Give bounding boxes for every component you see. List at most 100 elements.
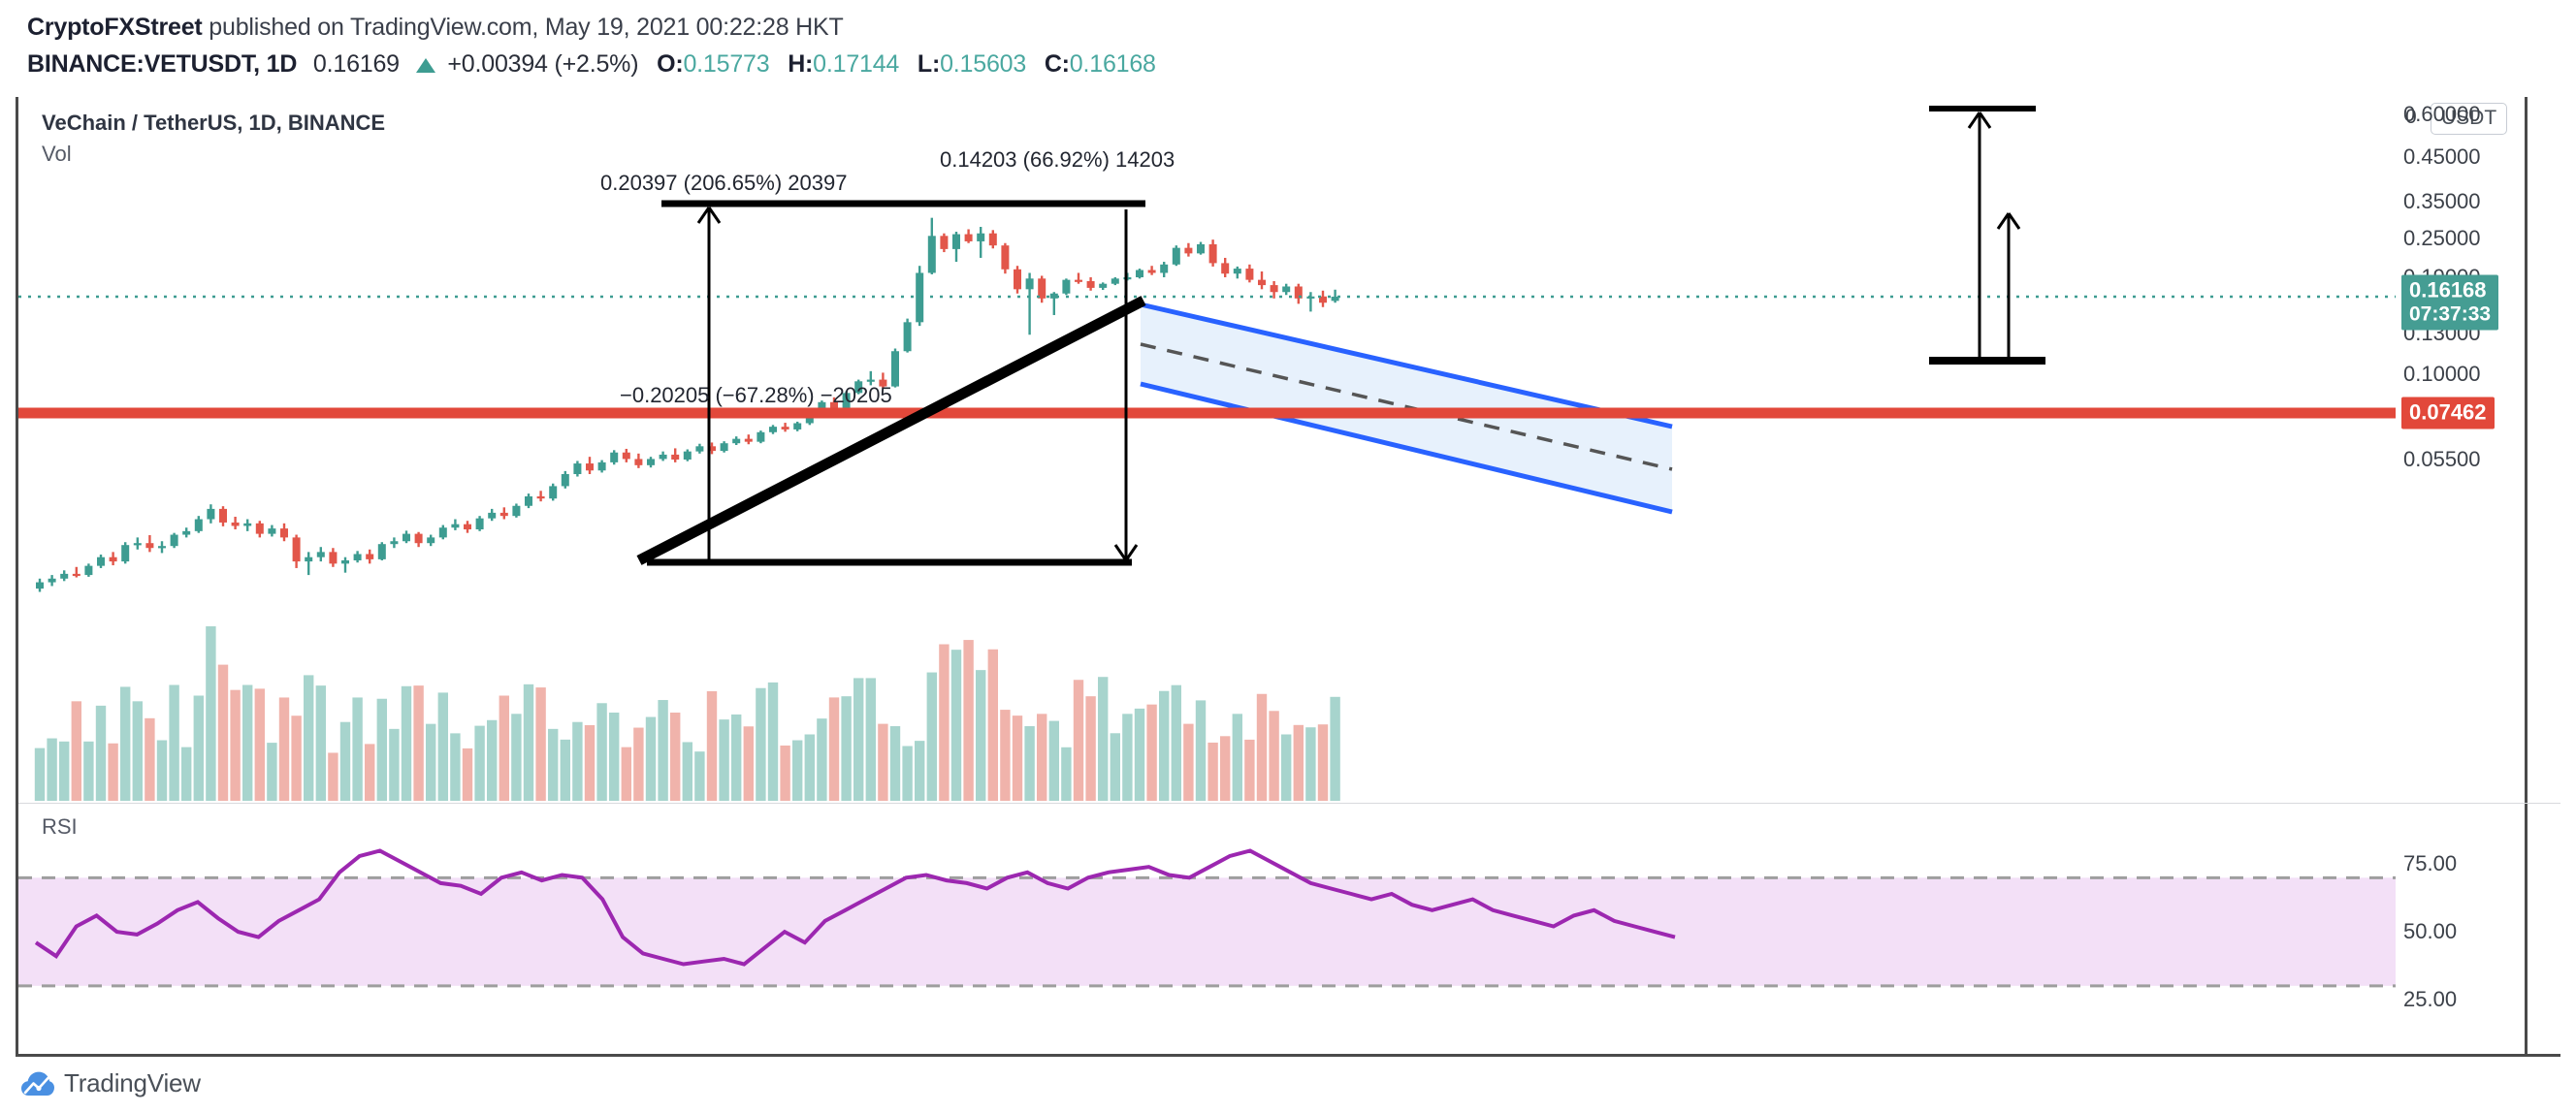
- candle-body: [402, 533, 410, 542]
- candle-body: [72, 573, 80, 577]
- volume-bar: [878, 723, 888, 801]
- candle-body: [1258, 279, 1266, 286]
- candle-body: [952, 234, 960, 249]
- volume-bar: [535, 687, 546, 801]
- volume-bar: [670, 712, 681, 801]
- volume-bar: [304, 675, 314, 801]
- volume-bar: [792, 740, 803, 801]
- candle-body: [231, 522, 240, 526]
- candle-body: [499, 512, 508, 517]
- chart-footer: TradingView: [0, 1063, 2576, 1113]
- symbol-label[interactable]: BINANCE:VETUSDT, 1D: [27, 50, 298, 78]
- volume-bar: [83, 741, 94, 801]
- volume-bar: [267, 743, 277, 801]
- candle-body: [1208, 243, 1217, 264]
- candle-body: [427, 537, 435, 544]
- candle-body: [695, 446, 704, 452]
- volume-bar: [71, 701, 81, 801]
- volume-bar: [426, 723, 436, 801]
- candle-body: [329, 552, 338, 564]
- candle-body: [940, 236, 949, 249]
- chart-plot-area[interactable]: VeChain / TetherUS, 1D, BINANCE Vol RSI …: [16, 97, 2396, 1057]
- candle-body: [1160, 264, 1169, 273]
- target-arrow-short: [1929, 106, 2045, 365]
- volume-bar: [902, 746, 913, 801]
- volume-bar: [915, 741, 925, 801]
- tradingview-cloud-icon: [21, 1071, 54, 1096]
- volume-bar: [193, 695, 204, 801]
- candle-body: [525, 495, 532, 506]
- tradingview-brand[interactable]: TradingView: [21, 1068, 201, 1098]
- volume-bar: [828, 697, 840, 801]
- open-value: 0.15773: [683, 50, 770, 78]
- candle-body: [964, 234, 973, 241]
- candle-body: [586, 463, 594, 471]
- candle-body: [60, 573, 69, 579]
- volume-bar: [633, 727, 644, 801]
- volume-bar: [278, 697, 290, 801]
- current-price-badge[interactable]: 0.16168 07:37:33: [2401, 274, 2499, 331]
- volume-bar: [413, 685, 424, 801]
- low-value: 0.15603: [940, 50, 1027, 78]
- price-axis-unit: USDT: [2431, 103, 2508, 135]
- candle-body: [830, 401, 838, 408]
- candle-body: [659, 454, 667, 460]
- volume-bar: [1171, 684, 1181, 801]
- candle-body: [1197, 243, 1205, 254]
- candle-body: [1062, 279, 1071, 294]
- candle-body: [793, 423, 802, 429]
- volume-bar: [389, 728, 400, 801]
- candle-body: [1001, 245, 1010, 270]
- candle-body: [720, 443, 728, 452]
- volume-bar: [976, 670, 986, 801]
- volume-bar: [950, 650, 962, 801]
- candle-body: [36, 582, 44, 589]
- candle-body: [1147, 270, 1156, 273]
- up-triangle-icon: [415, 58, 435, 73]
- volume-bar: [376, 698, 387, 801]
- candle-body: [219, 508, 227, 523]
- volume-bar: [1122, 714, 1133, 801]
- volume-bar: [450, 733, 461, 801]
- volume-bar: [1073, 680, 1084, 801]
- candle-body: [512, 505, 521, 517]
- volume-bar: [584, 724, 596, 801]
- candle-body: [280, 528, 288, 538]
- candle-body: [879, 379, 887, 387]
- volume-bar: [474, 725, 485, 801]
- candle-body: [305, 556, 313, 562]
- current-price-value: 0.16168: [2409, 277, 2487, 302]
- candle-body: [1025, 278, 1034, 290]
- volume-bar: [108, 743, 118, 801]
- chart-canvas[interactable]: [18, 97, 2396, 1057]
- candle-body: [292, 537, 301, 562]
- volume-bar: [352, 697, 363, 801]
- volume-bar: [1037, 714, 1047, 801]
- candle-body: [145, 543, 154, 549]
- volume-bar: [1098, 677, 1109, 801]
- volume-bar: [169, 684, 179, 801]
- volume-bar: [132, 701, 143, 801]
- axis-line: [2525, 97, 2528, 1054]
- volume-bar: [1159, 690, 1170, 801]
- volume-bar: [120, 686, 131, 801]
- volume-bar: [743, 726, 754, 801]
- volume-bar: [1110, 733, 1120, 801]
- candle-body: [158, 546, 166, 549]
- chart-title-legend: VeChain / TetherUS, 1D, BINANCE: [42, 111, 386, 135]
- support-price-badge[interactable]: 0.07462: [2401, 397, 2495, 429]
- high-key: H:: [788, 50, 814, 78]
- candle-body: [622, 452, 630, 460]
- volume-bar: [1208, 742, 1218, 801]
- volume-bar: [1269, 711, 1279, 801]
- candle-body: [536, 495, 545, 499]
- volume-bar: [645, 716, 657, 801]
- price-axis[interactable]: 0 USDT 0.60000 0.45000 0.35000 0.25000 0…: [2396, 97, 2560, 1057]
- price-tick: 0.35000: [2403, 189, 2481, 213]
- pane-separator: [18, 803, 2396, 804]
- flagpole-drawing: [636, 296, 1146, 565]
- price-axis-zero: 0: [2405, 106, 2417, 128]
- volume-bar: [1000, 710, 1011, 801]
- rsi-tick: 75.00: [2403, 851, 2458, 876]
- low-key: L:: [917, 50, 941, 78]
